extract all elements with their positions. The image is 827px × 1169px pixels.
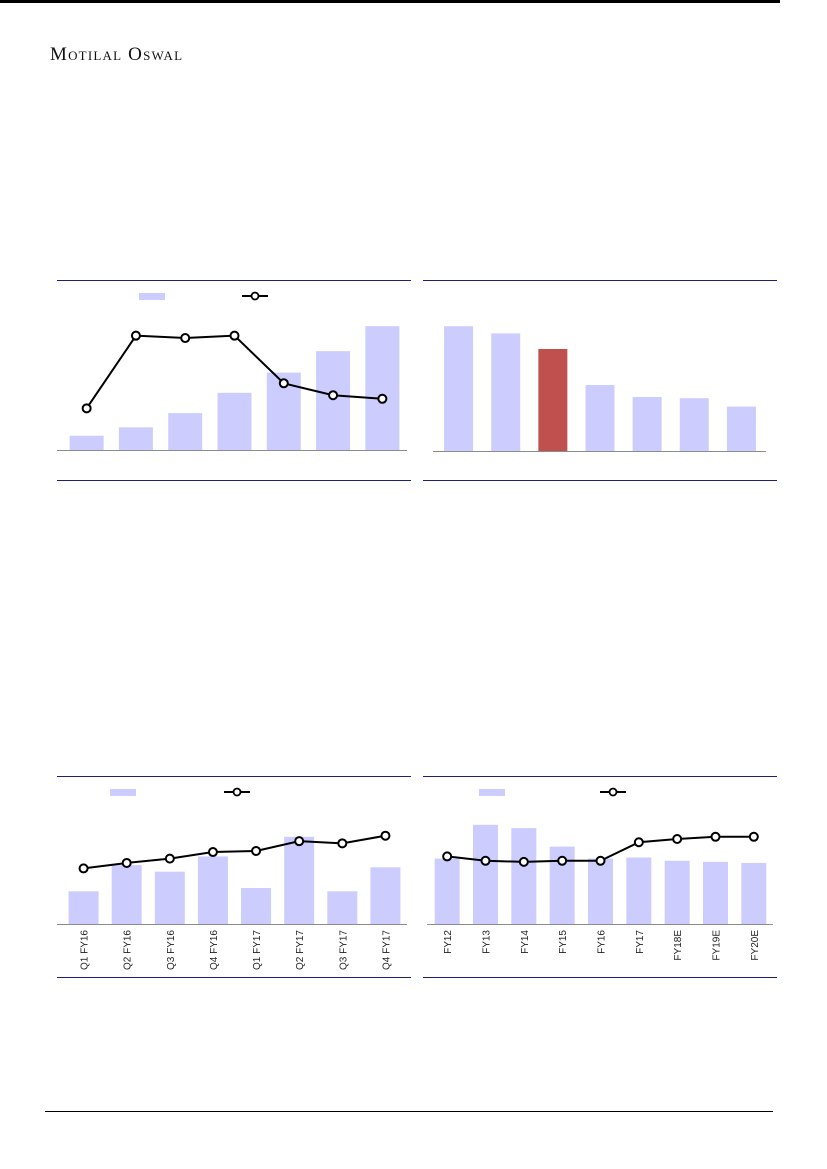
line-point — [78, 863, 89, 874]
legend-bar-swatch — [110, 789, 136, 796]
bar — [168, 413, 203, 450]
bar — [632, 397, 662, 451]
x-tick-label: Q2 FY17 — [295, 930, 306, 970]
bar — [741, 862, 767, 924]
line-point — [518, 856, 529, 867]
bar — [154, 871, 185, 924]
bar — [365, 326, 400, 450]
x-tick-label: Q2 FY16 — [123, 930, 134, 970]
bar — [197, 856, 228, 924]
bar — [679, 398, 709, 451]
bar — [473, 824, 498, 924]
chart3-bottom-rule — [57, 977, 411, 978]
top-rule — [0, 0, 780, 3]
x-tick-label: Q4 FY17 — [381, 930, 392, 970]
bar — [491, 333, 521, 451]
line-point — [121, 857, 132, 868]
x-tick-label: Q1 FY16 — [80, 930, 91, 970]
x-tick-label: Q4 FY16 — [209, 930, 220, 970]
brand-name: Motilal Oswal — [50, 44, 184, 65]
bar — [370, 867, 401, 924]
line-point — [337, 838, 348, 849]
line-point — [595, 855, 606, 866]
legend-line-marker — [232, 787, 242, 797]
line-point — [164, 853, 175, 864]
x-tick-label: FY14 — [520, 930, 531, 954]
x-tick-label: FY12 — [443, 930, 454, 954]
line-point — [278, 378, 289, 389]
line-point — [294, 836, 305, 847]
chart-2 — [433, 326, 766, 452]
legend-line-marker — [250, 291, 260, 301]
line-point — [633, 837, 644, 848]
chart3-top-rule — [57, 776, 411, 777]
bar — [241, 888, 272, 924]
brand-logo: Motilal Oswal — [50, 44, 183, 66]
bar — [316, 351, 351, 450]
bar — [68, 891, 99, 924]
bar — [626, 857, 652, 924]
x-tick-label: FY17 — [635, 930, 646, 954]
line-point — [180, 333, 191, 344]
x-tick-label: FY19E — [712, 930, 723, 961]
line-point — [442, 851, 453, 862]
series-line — [83, 834, 386, 870]
footer-rule — [45, 1111, 773, 1112]
bar — [585, 385, 615, 451]
bar — [588, 858, 613, 924]
x-tick-label: Q1 FY17 — [252, 930, 263, 970]
bar — [664, 860, 690, 924]
chart1-top-rule — [57, 280, 411, 281]
line-point — [328, 390, 339, 401]
bar — [511, 828, 537, 924]
bar — [327, 891, 358, 924]
bar — [538, 349, 568, 451]
line-point — [748, 831, 759, 842]
x-tick-label: FY18E — [673, 930, 684, 961]
line-point — [710, 831, 721, 842]
bar — [284, 836, 315, 924]
chart2-top-rule — [423, 280, 777, 281]
chart-1 — [57, 291, 407, 451]
x-tick-label: Q3 FY17 — [338, 930, 349, 970]
x-tick-label: Q3 FY16 — [166, 930, 177, 970]
line-point — [229, 330, 240, 341]
chart1-bottom-rule — [57, 480, 411, 481]
legend-bar-swatch — [479, 789, 505, 796]
bar — [69, 435, 104, 450]
line-point — [557, 855, 568, 866]
x-tick-label: FY13 — [482, 930, 493, 954]
line-point — [207, 847, 218, 858]
bar — [726, 406, 756, 451]
x-tick-label: FY16 — [597, 930, 608, 954]
bar — [111, 865, 142, 924]
chart-3: Q1 FY16 Q2 FY16 Q3 FY16 Q4 FY16 Q1 FY17 Q2 FY… — [57, 787, 407, 970]
line-point — [81, 403, 92, 414]
line-point — [251, 845, 262, 856]
x-tick-label: FY15 — [558, 930, 569, 954]
bar — [217, 392, 252, 450]
bar — [434, 858, 460, 924]
bar — [703, 861, 728, 924]
x-tick-label: FY20E — [750, 930, 761, 961]
chart2-bottom-rule — [423, 480, 777, 481]
bar — [444, 326, 474, 451]
line-point — [380, 830, 391, 841]
chart4-top-rule — [423, 776, 777, 777]
line-point — [377, 393, 388, 404]
legend-line-marker — [608, 787, 618, 797]
legend-bar-swatch — [139, 293, 165, 300]
line-point — [672, 833, 683, 844]
bar — [118, 427, 153, 450]
chart-4: FY12 FY13 FY14 FY15 FY16 FY17 FY18E FY19E FY20E — [427, 787, 773, 961]
line-point — [480, 855, 491, 866]
chart4-bottom-rule — [423, 977, 777, 978]
line-point — [130, 330, 141, 341]
